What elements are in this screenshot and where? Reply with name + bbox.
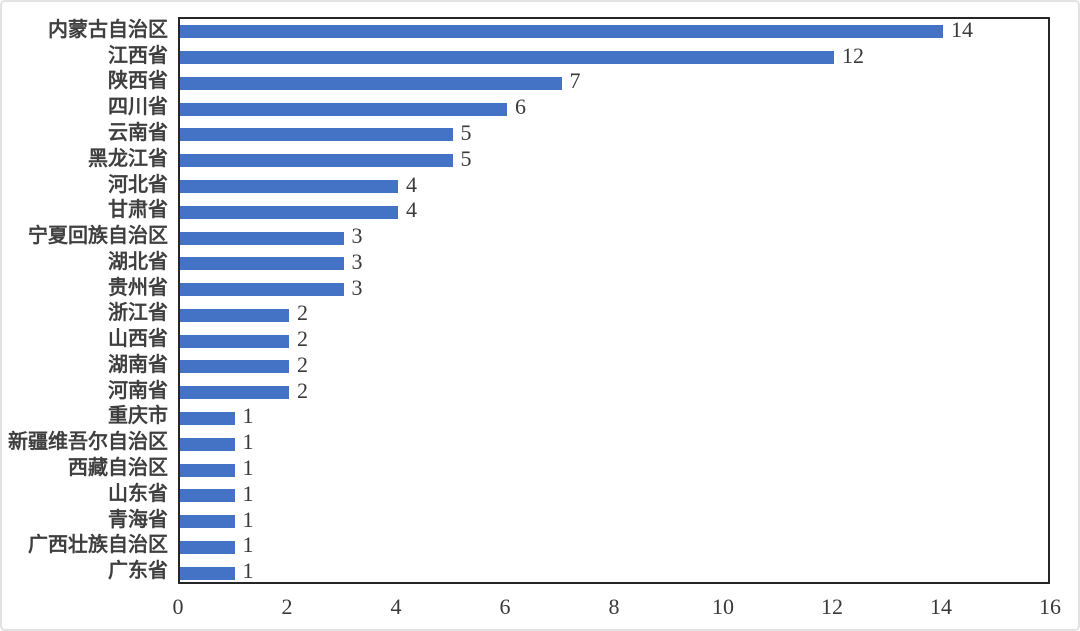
bar [180, 334, 289, 348]
bar [180, 25, 943, 39]
category-label: 湖南省 [108, 353, 168, 376]
category-label: 宁夏回族自治区 [28, 225, 168, 248]
bar-value-label: 1 [242, 455, 254, 481]
bar-value-label: 3 [351, 248, 363, 274]
bar-value-label: 3 [351, 223, 363, 249]
category-label: 陕西省 [108, 70, 168, 93]
bar-value-label: 7 [569, 68, 581, 94]
category-label: 西藏自治区 [68, 457, 168, 480]
bar [180, 437, 235, 451]
x-tick-label: 2 [281, 594, 293, 619]
bar [180, 360, 289, 374]
category-label: 河北省 [108, 173, 168, 196]
category-label: 广东省 [108, 560, 168, 583]
category-label: 内蒙古自治区 [48, 18, 168, 41]
category-label: 黑龙江省 [88, 147, 168, 170]
bar [180, 128, 453, 142]
category-label: 重庆市 [108, 405, 168, 428]
bar-value-label: 4 [406, 197, 417, 223]
bar-value-label: 1 [242, 480, 254, 506]
category-label: 贵州省 [108, 276, 168, 299]
bar [180, 205, 398, 219]
category-label: 山东省 [108, 482, 168, 505]
bar [180, 566, 235, 580]
bar [180, 51, 834, 65]
category-label: 云南省 [108, 121, 168, 144]
bar-value-label: 1 [242, 532, 254, 558]
bar-value-label: 1 [242, 403, 254, 429]
x-tick-label: 12 [821, 594, 843, 619]
bar-value-label: 2 [297, 377, 308, 403]
bar [180, 515, 235, 529]
category-label: 青海省 [108, 508, 168, 531]
plot-area [178, 17, 1050, 584]
bar [180, 463, 235, 477]
category-label: 湖北省 [108, 250, 168, 273]
bar [180, 308, 289, 322]
category-label: 甘肃省 [108, 199, 168, 222]
category-label: 江西省 [108, 44, 168, 67]
bar-value-label: 6 [515, 94, 526, 120]
bar [180, 283, 344, 297]
x-tick-label: 16 [1039, 594, 1061, 619]
bar-value-label: 3 [351, 274, 363, 300]
bar [180, 231, 344, 245]
x-tick-label: 14 [930, 594, 952, 619]
bar-value-label: 5 [460, 145, 472, 171]
bar-value-label: 14 [951, 16, 973, 42]
bar-value-label: 1 [242, 506, 254, 532]
bar [180, 102, 507, 116]
category-label: 山西省 [108, 328, 168, 351]
bar [180, 540, 235, 554]
x-tick-label: 10 [712, 594, 734, 619]
x-tick-label: 0 [172, 594, 184, 619]
x-tick-label: 4 [390, 594, 402, 619]
bar [180, 76, 562, 90]
bar-value-label: 5 [460, 119, 472, 145]
category-label: 浙江省 [108, 302, 168, 325]
bar [180, 180, 398, 194]
x-tick-label: 8 [608, 594, 620, 619]
bar [180, 489, 235, 503]
bar [180, 386, 289, 400]
bar [180, 411, 235, 425]
category-label: 新疆维吾尔自治区 [8, 431, 168, 454]
category-label: 四川省 [108, 96, 168, 119]
bar-value-label: 4 [406, 171, 417, 197]
x-tick-label: 6 [499, 594, 511, 619]
category-label: 广西壮族自治区 [28, 534, 168, 557]
bar-value-label: 12 [842, 42, 864, 68]
bar-value-label: 2 [297, 300, 308, 326]
bar-value-label: 2 [297, 326, 308, 352]
bar [180, 154, 453, 168]
category-label: 河南省 [108, 379, 168, 402]
bar [180, 257, 344, 271]
bar-value-label: 1 [242, 558, 254, 584]
bar-value-label: 2 [297, 351, 308, 377]
bar-value-label: 1 [242, 429, 254, 455]
